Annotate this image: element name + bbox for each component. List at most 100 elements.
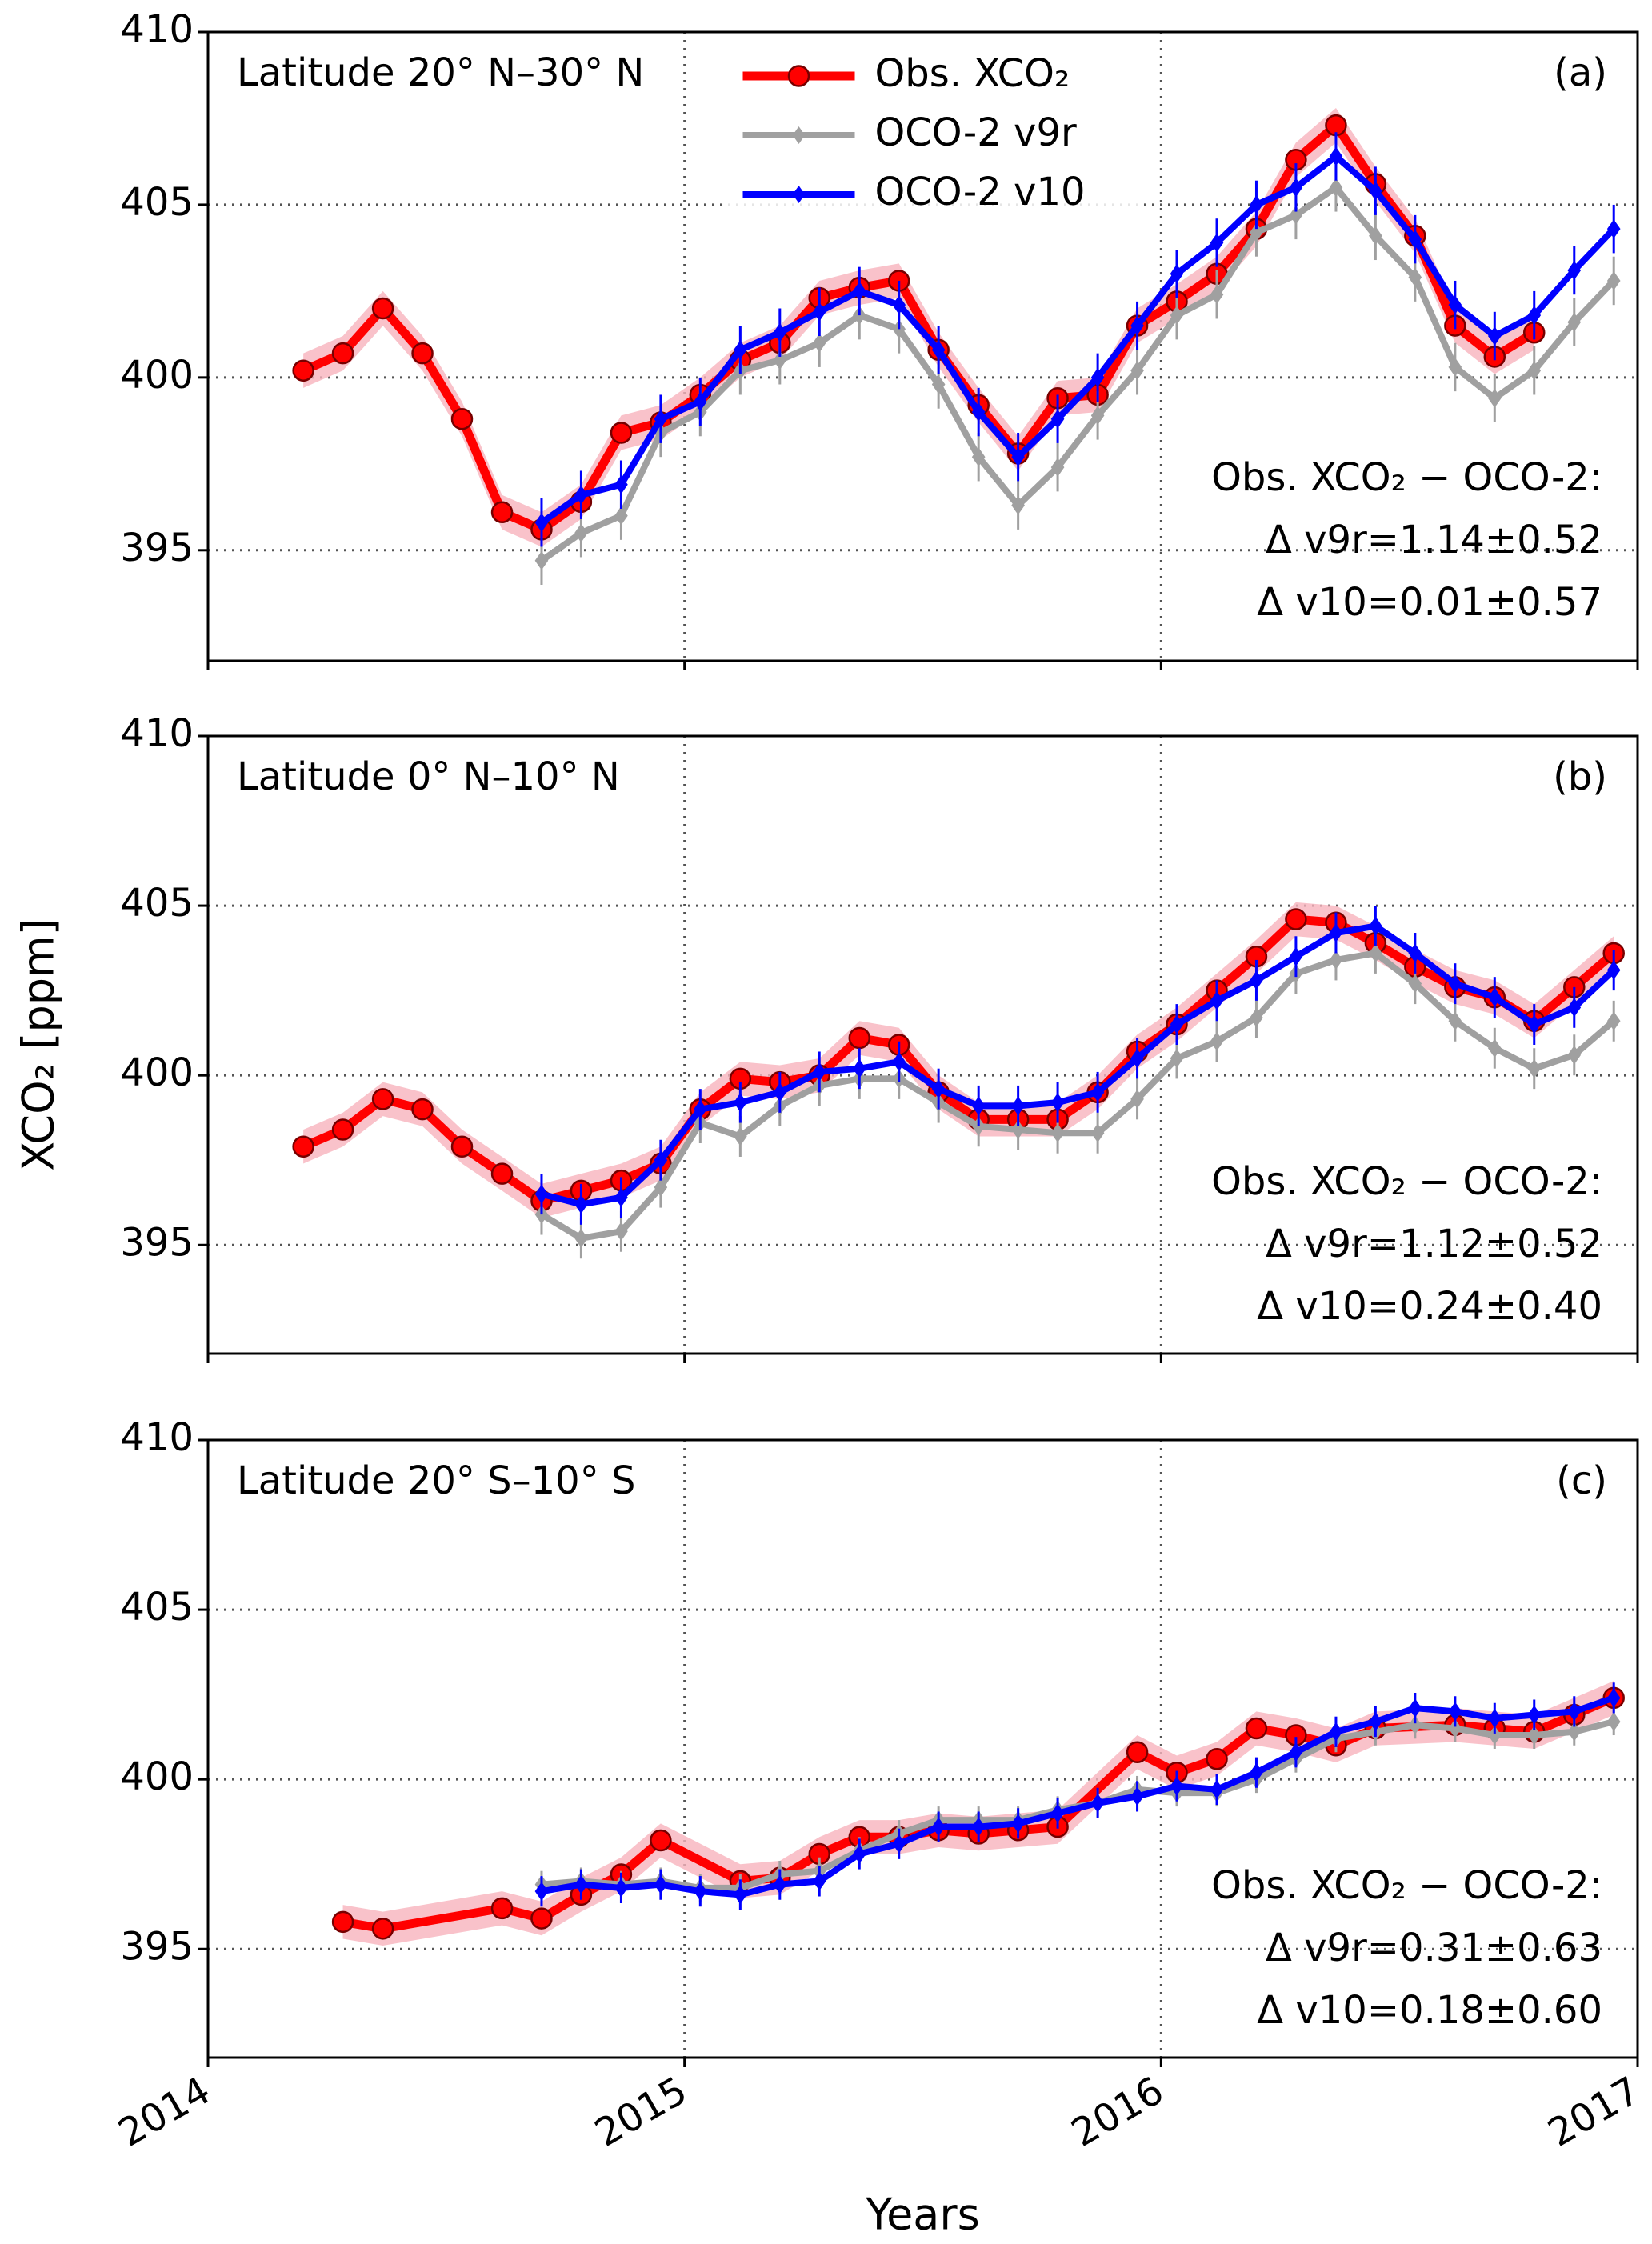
marker [654,1150,668,1170]
y-axis-label: XCO₂ [ppm] [14,918,64,1170]
marker [614,506,628,526]
marker [1011,1120,1025,1139]
marker [1206,1747,1228,1770]
marker [490,501,514,524]
marker [490,1162,514,1185]
marker [1250,970,1263,990]
panel-title: Latitude 20° S–10° S [237,1458,635,1503]
y-tick-label: 395 [120,1924,194,1969]
marker [1170,1014,1184,1034]
marker [534,513,549,533]
marker [530,1907,553,1930]
marker [1527,361,1542,381]
marker [971,402,986,422]
marker [574,523,588,543]
marker [971,447,986,467]
marker [1250,222,1263,242]
marker [610,422,633,444]
marker [694,392,707,411]
marker [1606,219,1621,239]
marker [773,1082,787,1102]
series-line [301,914,1617,1206]
marker [892,319,906,339]
marker [1408,943,1422,963]
marker [852,1844,866,1864]
annotation: Obs. XCO₂ − OCO-2: [1211,1159,1602,1204]
marker [848,1026,871,1050]
marker [734,1885,747,1905]
y-tick-label: 400 [120,1050,194,1095]
marker [734,1126,747,1146]
marker [1170,1049,1184,1068]
marker [1606,960,1621,980]
marker [1289,1742,1303,1762]
marker [534,1184,549,1204]
y-tick-label: 410 [120,1415,194,1460]
marker [371,297,394,320]
y-tick-label: 395 [120,526,194,570]
marker [371,1088,394,1110]
marker [1408,974,1422,994]
marker [1289,178,1303,198]
marker [331,342,354,365]
marker [574,1228,588,1248]
marker [371,1918,394,1940]
marker [614,1878,628,1898]
marker [1210,285,1224,305]
marker [534,1882,549,1902]
marker [1567,998,1582,1018]
marker [1090,1123,1105,1143]
marker [1126,1741,1149,1763]
annotation: Δ v9r=1.14±0.52 [1266,518,1602,562]
marker [1050,1123,1065,1143]
legend-marker [787,65,810,87]
marker [773,322,787,342]
marker [574,1874,588,1894]
marker [1487,388,1502,408]
marker [1170,264,1184,284]
marker [852,1058,866,1078]
marker [1369,181,1382,201]
marker [1170,306,1184,326]
annotation: Δ v10=0.24±0.40 [1257,1284,1602,1329]
panel: 395 400 405 410 Latitude 0° N–10° N (b) Obs. X… [14,711,1639,1363]
marker [1090,367,1105,387]
marker [1448,974,1462,994]
marker [931,1079,946,1099]
annotation: Δ v10=0.18±0.60 [1257,1988,1602,2033]
marker [654,1178,668,1198]
marker [1329,146,1343,166]
marker [1130,1089,1144,1109]
marker [1408,1698,1422,1718]
y-tick-label: 410 [120,7,194,52]
marker [1050,1093,1065,1112]
annotation: Obs. XCO₂ − OCO-2: [1211,1863,1602,1908]
marker [450,407,474,430]
marker [1527,306,1542,326]
marker [650,1829,672,1852]
annotation: Δ v9r=0.31±0.63 [1266,1926,1602,1970]
marker [331,1910,354,1934]
marker [1606,1011,1621,1031]
panel-title: Latitude 0° N–10° N [237,754,620,799]
marker [534,550,549,570]
marker [1050,409,1065,429]
marker [1329,1722,1343,1742]
plot-frame [206,1438,1639,2059]
y-tick-label: 405 [120,180,194,225]
marker [931,340,946,360]
marker [694,1099,707,1119]
marker [773,1874,787,1894]
plot-frame [206,734,1639,1355]
marker [292,359,314,382]
y-tick-label: 400 [120,1754,194,1799]
marker [1448,1011,1462,1031]
x-tick-label: 2016 [1064,2068,1171,2156]
panel: 395 400 405 410 2014 2015 2016 2017 Latitude 20°… [111,1415,1648,2240]
marker [1289,946,1303,966]
marker [1130,361,1144,381]
legend-marker [792,126,806,144]
marker [1567,312,1582,332]
legend-label: Obs. XCO₂ [875,51,1070,96]
marker [1369,226,1382,246]
